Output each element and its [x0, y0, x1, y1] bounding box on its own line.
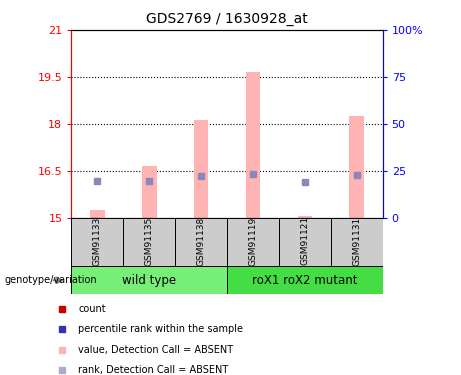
Bar — [227, 217, 279, 266]
Bar — [71, 217, 124, 266]
Bar — [90, 210, 105, 218]
Text: value, Detection Call = ABSENT: value, Detection Call = ABSENT — [78, 345, 234, 355]
Bar — [194, 120, 208, 218]
Text: GSM91133: GSM91133 — [93, 216, 102, 266]
Text: GSM91131: GSM91131 — [352, 216, 361, 266]
Text: GSM91121: GSM91121 — [300, 216, 309, 266]
Bar — [124, 217, 175, 266]
Title: GDS2769 / 1630928_at: GDS2769 / 1630928_at — [146, 12, 308, 26]
Bar — [298, 216, 312, 217]
Text: GSM91135: GSM91135 — [145, 216, 154, 266]
Text: rank, Detection Call = ABSENT: rank, Detection Call = ABSENT — [78, 365, 229, 375]
Text: count: count — [78, 304, 106, 314]
Bar — [246, 72, 260, 217]
Text: GSM91138: GSM91138 — [196, 216, 206, 266]
Bar — [175, 217, 227, 266]
Text: percentile rank within the sample: percentile rank within the sample — [78, 324, 243, 334]
Bar — [331, 217, 383, 266]
Bar — [142, 166, 157, 218]
Bar — [227, 266, 383, 294]
Bar — [71, 266, 227, 294]
Text: roX1 roX2 mutant: roX1 roX2 mutant — [252, 274, 358, 287]
Bar — [349, 116, 364, 218]
Text: genotype/variation: genotype/variation — [5, 275, 97, 285]
Text: wild type: wild type — [122, 274, 176, 287]
Bar — [279, 217, 331, 266]
Text: GSM91119: GSM91119 — [248, 216, 258, 266]
